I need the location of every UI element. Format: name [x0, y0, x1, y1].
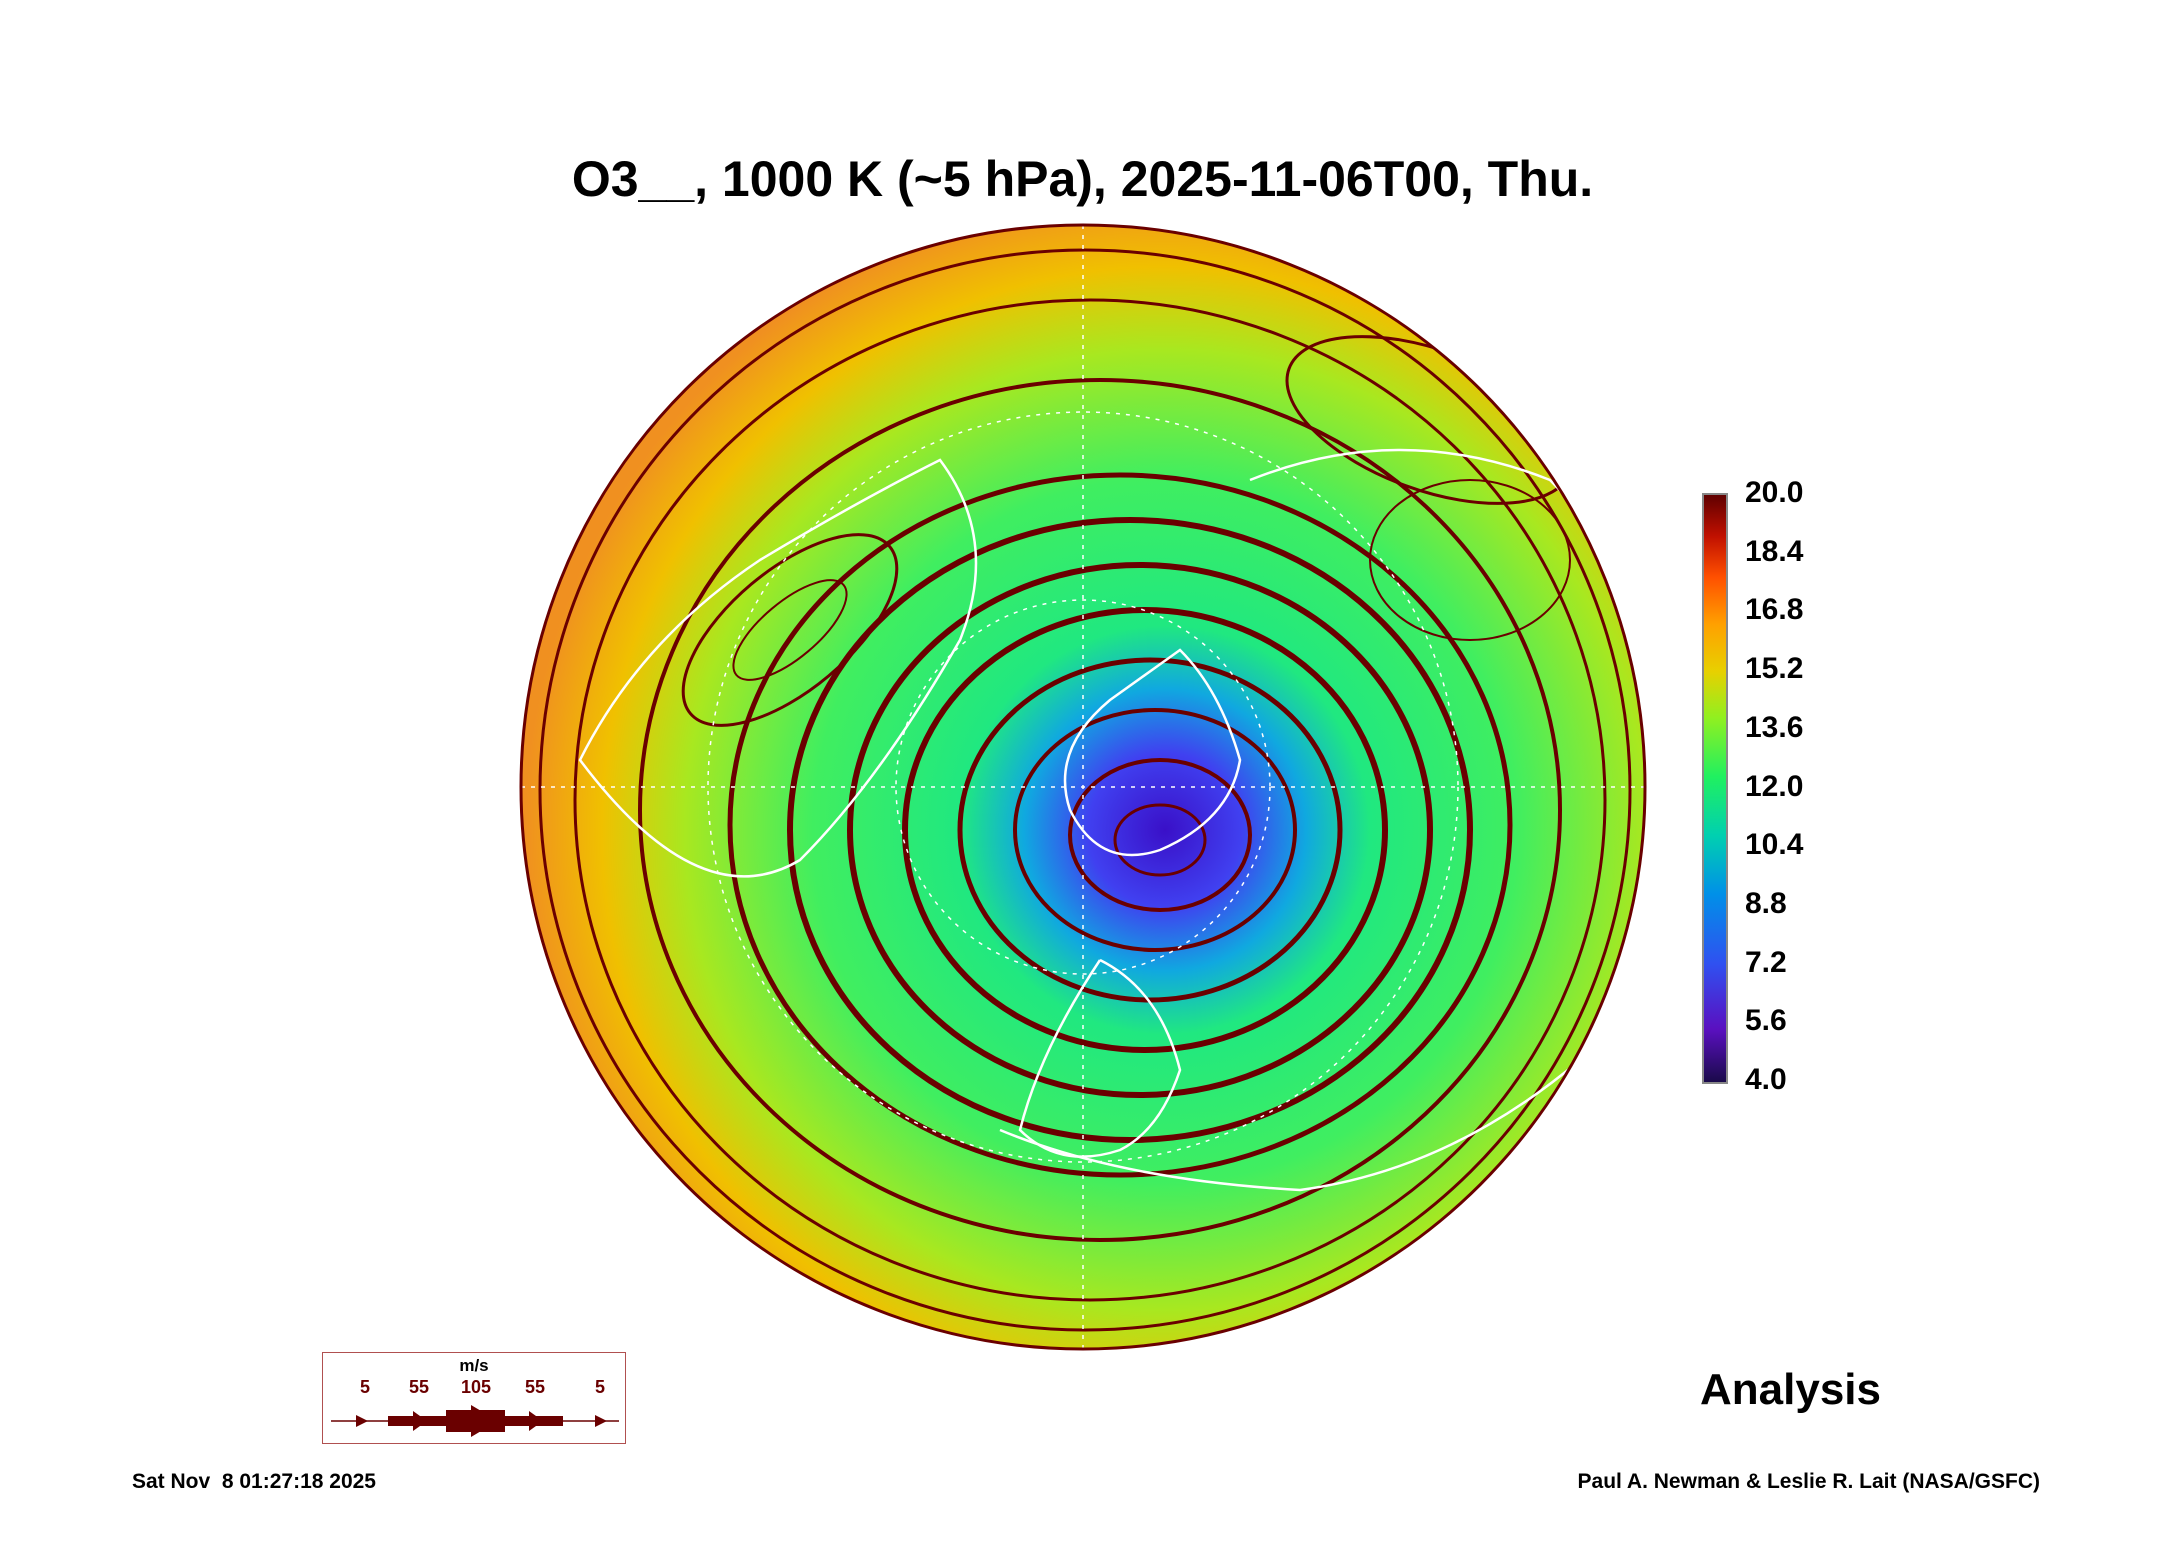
streamline	[1013, 708, 1297, 952]
wind-unit-label: m/s	[459, 1356, 489, 1375]
wind-speed-legend: m/s 5 55 105 55 5	[322, 1352, 626, 1444]
colorbar-tick: 12.0	[1745, 770, 1804, 803]
wind-speed-label: 105	[460, 1377, 492, 1397]
wind-arrow-scale	[331, 1405, 619, 1437]
colorbar-tick: 8.8	[1745, 887, 1787, 920]
colorbar-tick: 18.4	[1745, 535, 1804, 568]
analysis-label: Analysis	[1700, 1365, 1881, 1414]
colorbar-tick: 4.0	[1745, 1063, 1787, 1096]
anticyclone-streamline	[1369, 479, 1571, 641]
wind-speed-label: 5	[594, 1377, 606, 1397]
footer-credit: Paul A. Newman & Leslie R. Lait (NASA/GS…	[1577, 1470, 2040, 1493]
streamline	[1113, 803, 1207, 877]
colorbar-tick: 10.4	[1745, 828, 1804, 861]
colorbar-tick: 16.8	[1745, 593, 1804, 626]
streamline	[727, 472, 1513, 1178]
streamline	[787, 517, 1473, 1143]
colorbar-tick: 7.2	[1745, 946, 1787, 979]
colorbar-tick: 15.2	[1745, 652, 1804, 685]
coastlines	[578, 448, 1642, 1192]
anticyclone-streamline	[681, 533, 899, 727]
footer-timestamp: Sat Nov 8 01:27:18 2025	[132, 1470, 376, 1493]
streamline	[1068, 758, 1252, 912]
anticyclone-streamline	[732, 579, 848, 681]
wind-speed-label: 5	[359, 1377, 371, 1397]
streamline	[638, 378, 1562, 1242]
colorbar-tick: 5.6	[1745, 1004, 1787, 1037]
map-border	[519, 223, 1647, 1351]
streamline	[847, 562, 1433, 1098]
plot-title: O3__, 1000 K (~5 hPa), 2025-11-06T00, Th…	[571, 151, 1594, 207]
streamline	[538, 248, 1632, 1332]
graticule	[521, 225, 1645, 1349]
streamline	[573, 298, 1607, 1302]
streamline	[957, 657, 1343, 1003]
colorbar-tick: 13.6	[1745, 711, 1804, 744]
colorbar	[1702, 493, 1728, 1084]
wind-speed-label: 55	[524, 1377, 546, 1397]
wind-speed-label: 55	[408, 1377, 430, 1397]
colorbar-tick: 20.0	[1745, 476, 1804, 509]
